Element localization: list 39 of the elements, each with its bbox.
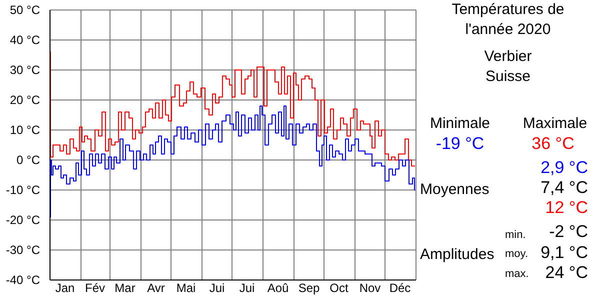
text: Moyennes — [420, 181, 490, 199]
y-tick-label: 0 °C — [16, 153, 40, 167]
text: -19 °C — [434, 134, 486, 154]
y-tick-label: -10 °C — [6, 183, 40, 197]
text: Verbier Suisse — [483, 47, 533, 87]
x-tick-label: Jui — [209, 281, 225, 295]
x-tick-label: Jan — [55, 281, 75, 295]
x-tick-label: Oct — [330, 281, 349, 295]
y-tick-label: 10 °C — [10, 123, 40, 137]
y-tick-label: -40 °C — [6, 273, 40, 287]
text: Amplitudes — [420, 246, 494, 264]
text: 12 °C — [545, 198, 588, 218]
text: max. — [505, 268, 529, 282]
x-tick-label: Mai — [176, 281, 196, 295]
y-tick-label: 40 °C — [10, 33, 40, 47]
y-tick-label: -20 °C — [6, 213, 40, 227]
text: -2 °C — [549, 222, 588, 242]
x-tick-label: Avr — [147, 281, 165, 295]
x-tick-label: Fév — [84, 281, 106, 295]
x-tick-label: Sep — [298, 281, 320, 295]
text: 9,1 °C — [540, 242, 588, 264]
x-tick-label: Déc — [389, 281, 411, 295]
x-tick-label: Mar — [114, 281, 136, 295]
text: Minimale — [428, 115, 491, 133]
text: 2,9 °C — [540, 158, 588, 178]
x-tick-label: Jui — [239, 281, 255, 295]
text: min. — [505, 229, 526, 243]
x-tick-label: Nov — [359, 281, 381, 295]
text: Maximale — [522, 115, 588, 133]
text: 24 °C — [545, 262, 588, 284]
y-tick-label: 30 °C — [10, 63, 40, 77]
text: 7,4 °C — [540, 178, 588, 198]
text: moy. — [505, 248, 528, 262]
y-tick-label: 20 °C — [10, 93, 40, 107]
y-tick-label: -30 °C — [6, 243, 40, 257]
y-tick-label: 50 °C — [10, 3, 40, 17]
x-tick-label: Aoû — [267, 281, 289, 295]
text: Températures de l'année 2020 — [450, 0, 566, 40]
text: 36 °C — [530, 134, 576, 154]
